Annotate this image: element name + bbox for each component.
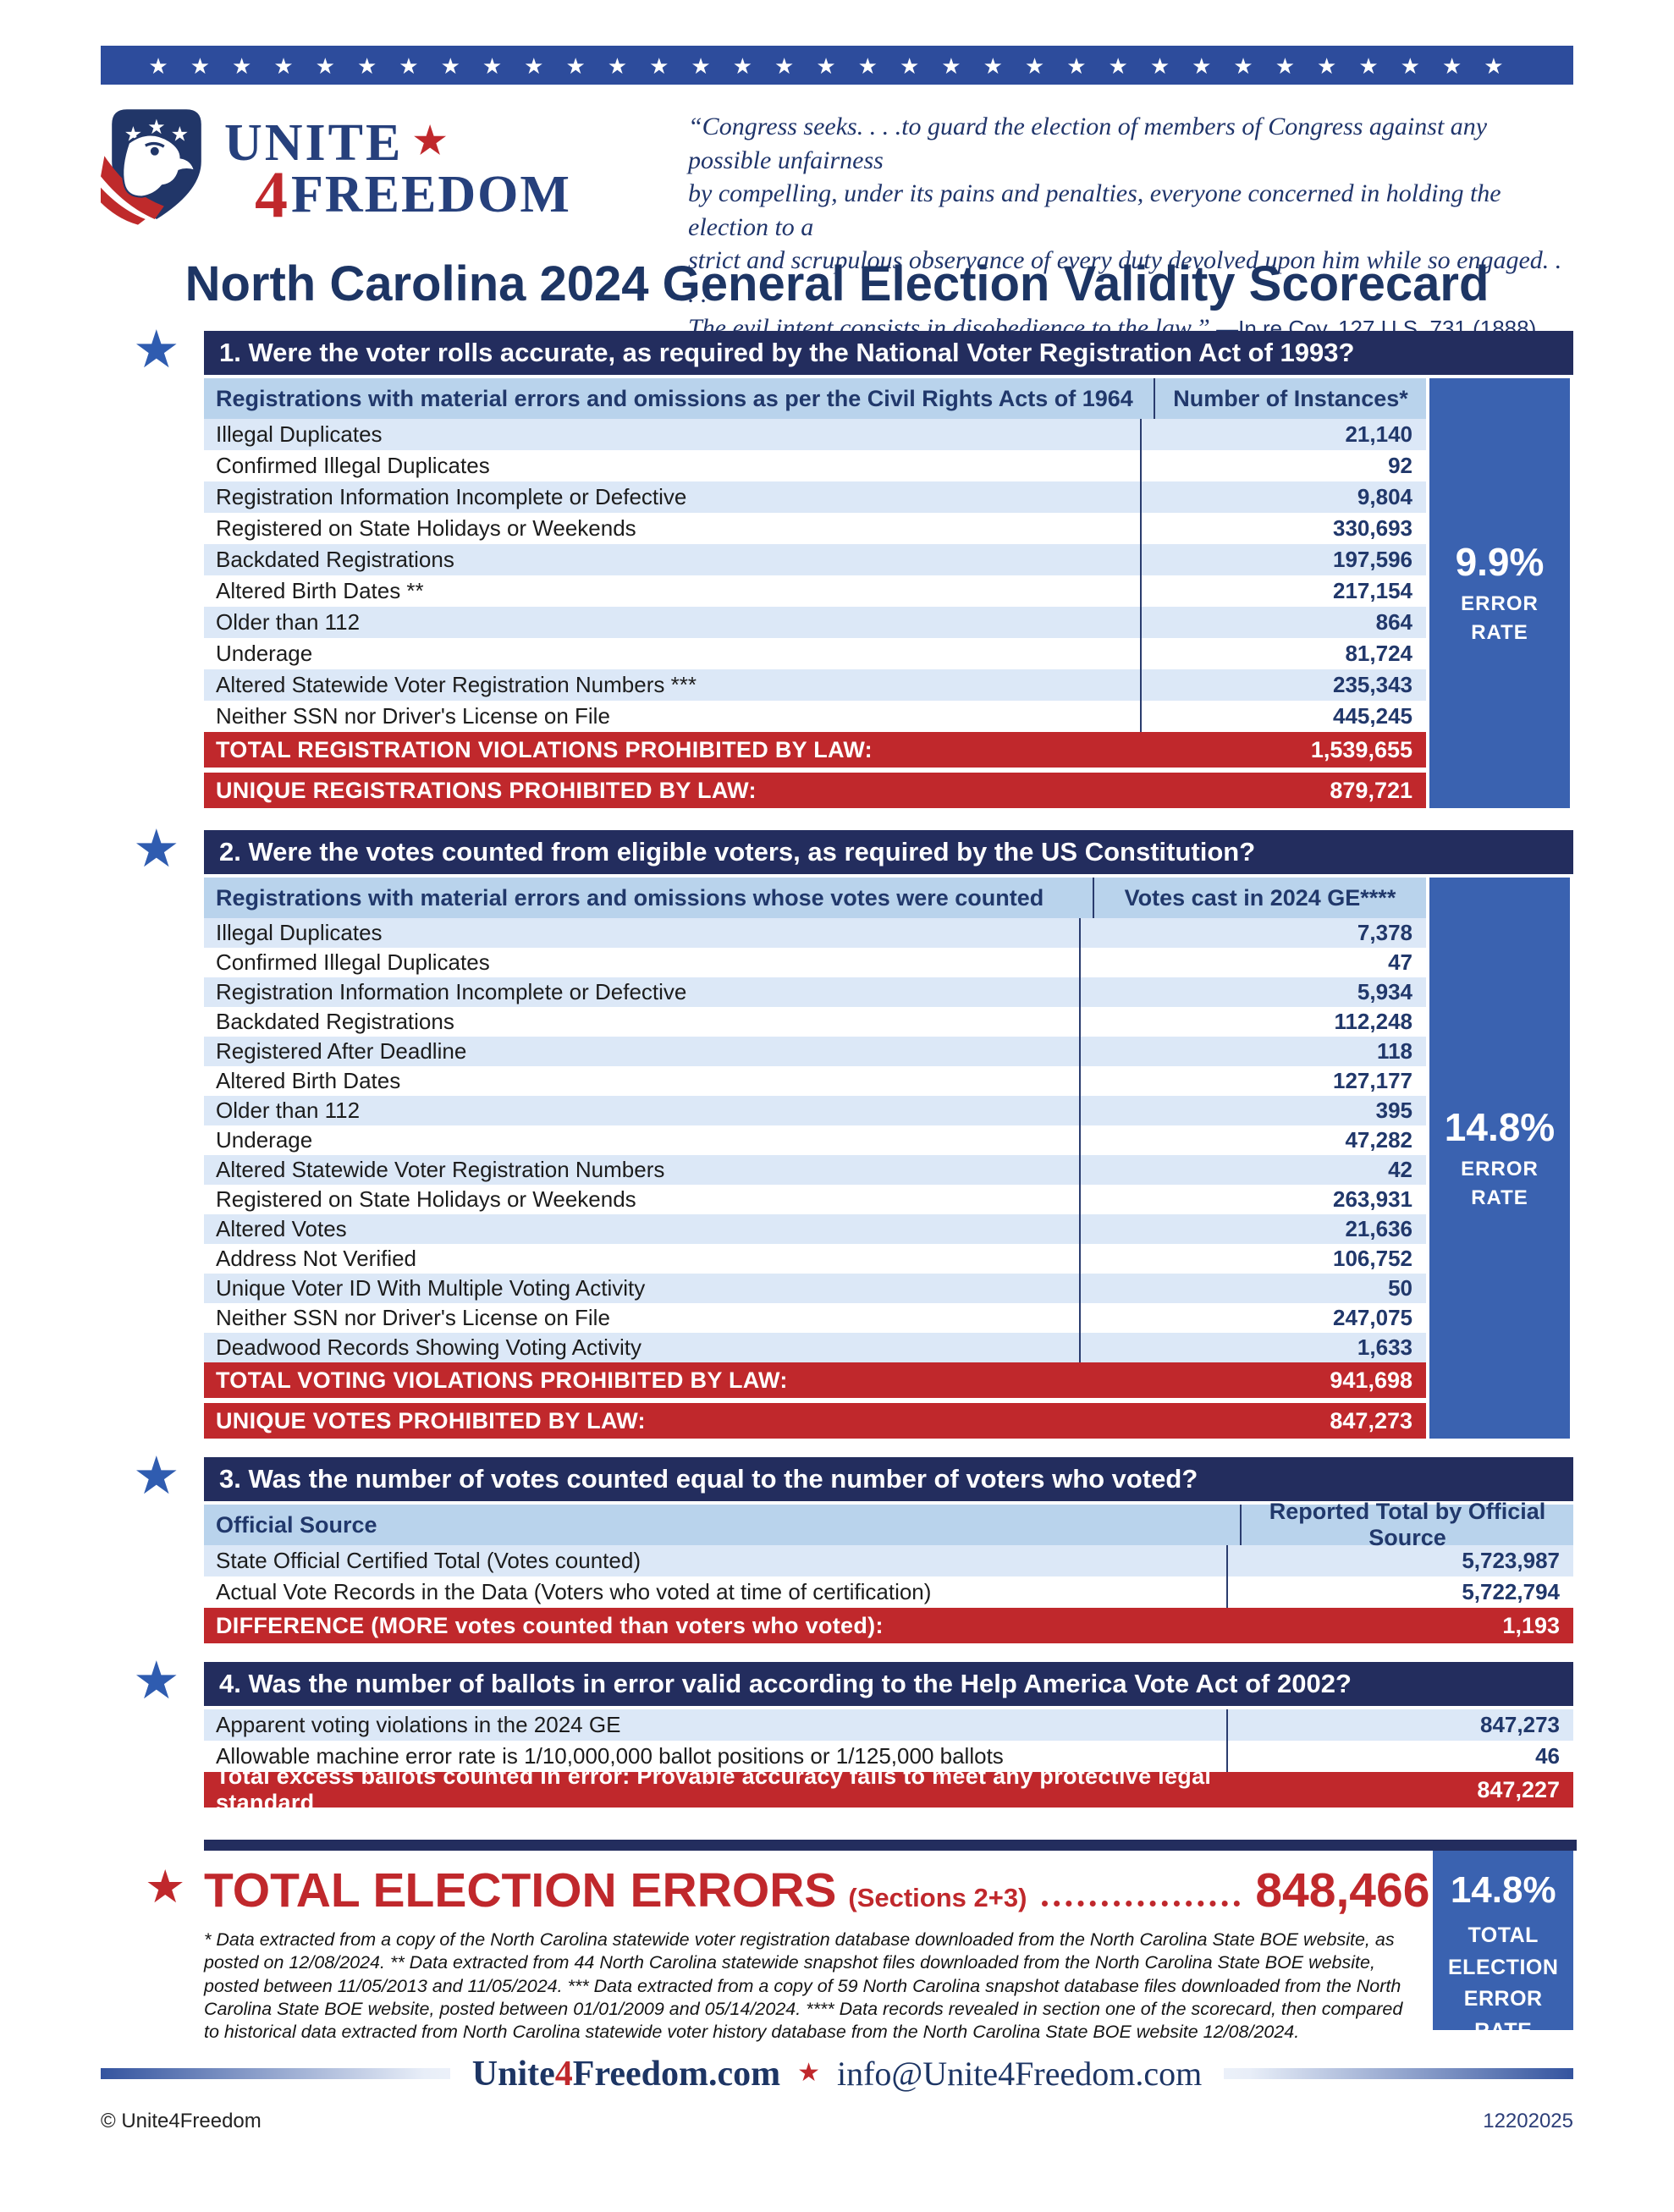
section-4-heading: 4. Was the number of ballots in error va…: [204, 1662, 1573, 1706]
section-star-icon: ★: [133, 321, 180, 379]
page-title: North Carolina 2024 General Election Val…: [184, 256, 1490, 311]
table-row: Backdated Registrations 112,248: [204, 1007, 1426, 1037]
table-row: State Official Certified Total (Votes co…: [204, 1545, 1573, 1576]
footer: Unite4Freedom.com ★ info@Unite4Freedom.com: [101, 2050, 1573, 2098]
quote-line: strict and scrupulous observance of ever…: [688, 246, 1562, 308]
column-header: Number of Instances*: [1154, 378, 1426, 419]
masthead: ★ ★ ★ UNITE ★ 4FREEDOM “Congress seeks. .…: [101, 100, 1573, 342]
table-row: Apparent voting violations in the 2024 G…: [204, 1709, 1573, 1741]
table-header-row: Registrations with material errors and o…: [204, 878, 1426, 918]
table-row: Allowable machine error rate is 1/10,000…: [204, 1741, 1573, 1772]
section-3-table: Official Source Reported Total by Offici…: [204, 1499, 1573, 1643]
section-star-icon: ★: [133, 820, 180, 878]
total-row: UNIQUE REGISTRATIONS PROHIBITED BY LAW: 8…: [204, 773, 1426, 808]
footer-star-icon: ★: [797, 2059, 820, 2088]
table-row: Registration Information Incomplete or D…: [204, 481, 1426, 513]
logo-wordmark: UNITE ★ 4FREEDOM: [224, 100, 571, 228]
legal-quote: “Congress seeks. . . .to guard the elect…: [688, 110, 1573, 342]
table-row: Altered Statewide Voter Registration Num…: [204, 1155, 1426, 1185]
table-row: Altered Birth Dates 127,177: [204, 1066, 1426, 1096]
dotted-leader: [1042, 1901, 1241, 1907]
star-banner-icon: ★★★★★★★★★★★★★★★★★★★★★★★★★★★★★★★★★: [101, 46, 1573, 85]
logo-line2: FREEDOM: [291, 166, 571, 223]
section-2-table: Registrations with material errors and o…: [204, 878, 1426, 1439]
svg-text:★: ★: [171, 124, 190, 146]
footer-website-link[interactable]: Unite4Freedom.com: [471, 2055, 781, 2094]
grand-total-section: ★ TOTAL ELECTION ERRORS (Sections 2+3) 8…: [145, 1840, 1577, 2044]
total-row: Total excess ballots counted in error: P…: [204, 1764, 1573, 1815]
section-2-heading: 2. Were the votes counted from eligible …: [204, 830, 1573, 874]
table-row: Registered on State Holidays or Weekends…: [204, 513, 1426, 544]
table-row: Underage 47,282: [204, 1125, 1426, 1155]
table-row: Altered Birth Dates ** 217,154: [204, 575, 1426, 607]
table-row: Confirmed Illegal Duplicates 92: [204, 450, 1426, 481]
grand-total-line: TOTAL ELECTION ERRORS (Sections 2+3) 848…: [204, 1863, 1429, 1918]
table-row: Altered Votes 21,636: [204, 1214, 1426, 1244]
table-row: Older than 112 864: [204, 607, 1426, 638]
total-row: TOTAL VOTING VIOLATIONS PROHIBITED BY LA…: [204, 1362, 1426, 1398]
table-row: Registered After Deadline 118: [204, 1037, 1426, 1066]
logo-number: 4: [255, 157, 289, 231]
total-error-rate-badge: 14.8% TOTAL ELECTION ERROR RATE: [1433, 1851, 1573, 2043]
total-star-icon: ★: [145, 1862, 186, 1912]
logo-star-icon: ★: [413, 120, 449, 162]
error-rate-badge: 9.9% ERROR RATE: [1429, 378, 1570, 808]
column-header: Registrations with material errors and o…: [216, 385, 1133, 411]
column-header: Votes cast in 2024 GE****: [1093, 878, 1426, 918]
total-row: UNIQUE VOTES PROHIBITED BY LAW: 847,273: [204, 1403, 1426, 1439]
table-row: Illegal Duplicates 21,140: [204, 419, 1426, 450]
section-1-table: Registrations with material errors and o…: [204, 378, 1426, 808]
table-row: Older than 112 395: [204, 1096, 1426, 1125]
total-row: TOTAL REGISTRATION VIOLATIONS PROHIBITED…: [204, 732, 1426, 768]
section-3: ★ 3. Was the number of votes counted equ…: [133, 1450, 1573, 1643]
section-1-heading: 1. Were the voter rolls accurate, as req…: [204, 331, 1573, 375]
grand-total-title: TOTAL ELECTION ERRORS: [204, 1863, 837, 1918]
copyright-text: © Unite4Freedom: [101, 2110, 262, 2133]
logo-line1: UNITE: [224, 114, 404, 172]
table-row: Underage 81,724: [204, 638, 1426, 669]
section-star-icon: ★: [133, 1652, 180, 1710]
svg-text:★: ★: [147, 116, 166, 139]
table-row: Address Not Verified 106,752: [204, 1244, 1426, 1274]
table-row: Actual Vote Records in the Data (Voters …: [204, 1576, 1573, 1608]
eagle-shield-icon: ★ ★ ★: [101, 109, 201, 225]
table-row: Confirmed Illegal Duplicates 47: [204, 948, 1426, 977]
table-row: Deadwood Records Showing Voting Activity…: [204, 1333, 1426, 1362]
date-code: 12202025: [1483, 2110, 1573, 2133]
table-row: Unique Voter ID With Multiple Voting Act…: [204, 1274, 1426, 1303]
table-header-row: Registrations with material errors and o…: [204, 378, 1426, 419]
column-header: Registrations with material errors and o…: [216, 884, 1044, 911]
table-header-row: Official Source Reported Total by Offici…: [204, 1499, 1573, 1550]
total-row: DIFFERENCE (MORE votes counted than vote…: [204, 1608, 1573, 1643]
section-4: ★ 4. Was the number of ballots in error …: [133, 1655, 1573, 1815]
copyright-row: © Unite4Freedom 12202025: [101, 2110, 1573, 2133]
table-row: Backdated Registrations 197,596: [204, 544, 1426, 575]
footer-email-link[interactable]: info@Unite4Freedom.com: [837, 2055, 1203, 2094]
table-row: Illegal Duplicates 7,378: [204, 918, 1426, 948]
divider: [204, 1840, 1577, 1851]
section-2: ★ 2. Were the votes counted from eligibl…: [133, 823, 1573, 1439]
section-star-icon: ★: [133, 1447, 180, 1505]
unite4freedom-logo: ★ ★ ★ UNITE ★ 4FREEDOM: [101, 100, 571, 245]
section-3-heading: 3. Was the number of votes counted equal…: [204, 1457, 1573, 1501]
quote-line: “Congress seeks. . . .to guard the elect…: [688, 113, 1488, 174]
column-header: Reported Total by Official Source: [1240, 1499, 1573, 1550]
page: ★★★★★★★★★★★★★★★★★★★★★★★★★★★★★★★★★ ★ ★ ★ …: [101, 46, 1577, 2133]
table-row: Registration Information Incomplete or D…: [204, 977, 1426, 1007]
footnotes: * Data extracted from a copy of the Nort…: [204, 1929, 1403, 2043]
table-row: Neither SSN nor Driver's License on File…: [204, 1303, 1426, 1333]
table-row: Neither SSN nor Driver's License on File…: [204, 701, 1426, 732]
column-header: Official Source: [216, 1511, 377, 1538]
section-1: ★ 1. Were the voter rolls accurate, as r…: [133, 324, 1573, 808]
table-row: Registered on State Holidays or Weekends…: [204, 1185, 1426, 1214]
section-4-table: Apparent voting violations in the 2024 G…: [204, 1709, 1573, 1815]
grand-total-value: 848,466: [1255, 1863, 1430, 1918]
quote-line: by compelling, under its pains and penal…: [688, 179, 1501, 241]
error-rate-badge: 14.8% ERROR RATE: [1429, 878, 1570, 1439]
table-row: Altered Statewide Voter Registration Num…: [204, 669, 1426, 701]
grand-total-subtitle: (Sections 2+3): [848, 1883, 1027, 1912]
